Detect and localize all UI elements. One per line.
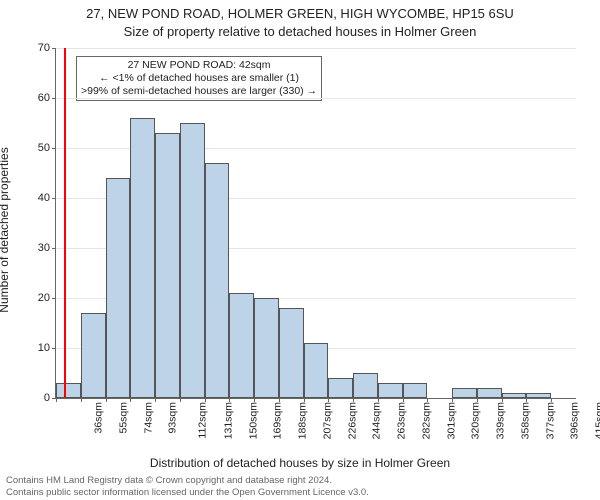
- gridline: [56, 98, 576, 99]
- x-tick-mark: [353, 398, 354, 402]
- histogram-bar: [130, 118, 155, 398]
- y-tick-mark: [52, 148, 56, 149]
- histogram-bar: [155, 133, 180, 398]
- x-tick-mark: [526, 398, 527, 402]
- y-tick-label: 50: [38, 142, 50, 154]
- x-tick-mark: [378, 398, 379, 402]
- histogram-bar: [328, 378, 353, 398]
- x-tick-mark: [403, 398, 404, 402]
- x-tick-label: 301sqm: [445, 402, 457, 439]
- x-tick-mark: [180, 398, 181, 402]
- y-tick-label: 10: [38, 342, 50, 354]
- x-tick-label: 320sqm: [470, 402, 482, 439]
- x-tick-label: 112sqm: [197, 402, 209, 439]
- chart-container: 27, NEW POND ROAD, HOLMER GREEN, HIGH WY…: [0, 0, 600, 500]
- x-tick-mark: [254, 398, 255, 402]
- x-tick-mark: [106, 398, 107, 402]
- title-line-1: 27, NEW POND ROAD, HOLMER GREEN, HIGH WY…: [0, 6, 600, 21]
- plot-area: 27 NEW POND ROAD: 42sqm← <1% of detached…: [55, 48, 576, 399]
- x-tick-label: 207sqm: [321, 402, 333, 439]
- x-tick-label: 339sqm: [495, 402, 507, 439]
- x-tick-label: 263sqm: [396, 402, 408, 439]
- histogram-bar: [403, 383, 428, 398]
- y-axis-label: Number of detached properties: [0, 147, 11, 312]
- annotation-box: 27 NEW POND ROAD: 42sqm← <1% of detached…: [76, 56, 322, 101]
- x-tick-label: 226sqm: [346, 402, 358, 439]
- y-tick-label: 70: [38, 42, 50, 54]
- histogram-bar: [353, 373, 378, 398]
- x-tick-mark: [477, 398, 478, 402]
- histogram-bar: [477, 388, 502, 398]
- x-tick-label: 150sqm: [247, 402, 259, 439]
- x-tick-mark: [551, 398, 552, 402]
- x-tick-label: 74sqm: [142, 402, 154, 434]
- histogram-bar: [106, 178, 131, 398]
- histogram-bar: [502, 393, 527, 398]
- histogram-bar: [452, 388, 477, 398]
- histogram-bar: [378, 383, 403, 398]
- y-tick-label: 0: [44, 392, 50, 404]
- x-tick-mark: [304, 398, 305, 402]
- y-tick-mark: [52, 248, 56, 249]
- x-tick-mark: [205, 398, 206, 402]
- x-tick-label: 377sqm: [544, 402, 556, 439]
- histogram-bar: [279, 308, 304, 398]
- x-tick-label: 282sqm: [420, 402, 432, 439]
- histogram-bar: [526, 393, 551, 398]
- x-tick-mark: [155, 398, 156, 402]
- x-tick-mark: [502, 398, 503, 402]
- x-tick-label: 396sqm: [569, 402, 581, 439]
- x-tick-label: 131sqm: [222, 402, 234, 439]
- y-tick-mark: [52, 198, 56, 199]
- histogram-bar: [56, 383, 81, 398]
- x-tick-mark: [81, 398, 82, 402]
- histogram-bar: [205, 163, 230, 398]
- y-tick-label: 40: [38, 192, 50, 204]
- reference-line: [64, 48, 66, 398]
- y-tick-mark: [52, 348, 56, 349]
- x-tick-label: 358sqm: [519, 402, 531, 439]
- x-tick-mark: [130, 398, 131, 402]
- histogram-bar: [304, 343, 329, 398]
- annotation-line: 27 NEW POND ROAD: 42sqm: [81, 59, 317, 72]
- x-tick-mark: [229, 398, 230, 402]
- y-tick-mark: [52, 98, 56, 99]
- histogram-bar: [254, 298, 279, 398]
- y-tick-label: 60: [38, 92, 50, 104]
- x-tick-mark: [56, 398, 57, 402]
- x-axis-label: Distribution of detached houses by size …: [0, 456, 600, 470]
- x-tick-label: 415sqm: [594, 402, 600, 439]
- title-line-2: Size of property relative to detached ho…: [0, 24, 600, 39]
- y-tick-label: 20: [38, 292, 50, 304]
- x-tick-label: 169sqm: [272, 402, 284, 439]
- x-tick-mark: [427, 398, 428, 402]
- x-tick-label: 36sqm: [93, 402, 105, 434]
- x-tick-label: 188sqm: [296, 402, 308, 439]
- footer-line-2: Contains public sector information licen…: [6, 487, 594, 498]
- histogram-bar: [180, 123, 205, 398]
- x-tick-mark: [452, 398, 453, 402]
- annotation-line: ← <1% of detached houses are smaller (1): [81, 72, 317, 85]
- x-tick-label: 93sqm: [167, 402, 179, 434]
- y-tick-mark: [52, 298, 56, 299]
- annotation-line: >99% of semi-detached houses are larger …: [81, 85, 317, 98]
- y-tick-label: 30: [38, 242, 50, 254]
- histogram-bar: [229, 293, 254, 398]
- histogram-bar: [81, 313, 106, 398]
- footer-line-1: Contains HM Land Registry data © Crown c…: [6, 475, 594, 486]
- y-tick-mark: [52, 48, 56, 49]
- x-tick-label: 244sqm: [371, 402, 383, 439]
- gridline: [56, 48, 576, 49]
- x-tick-mark: [279, 398, 280, 402]
- x-tick-mark: [328, 398, 329, 402]
- x-tick-label: 55sqm: [117, 402, 129, 434]
